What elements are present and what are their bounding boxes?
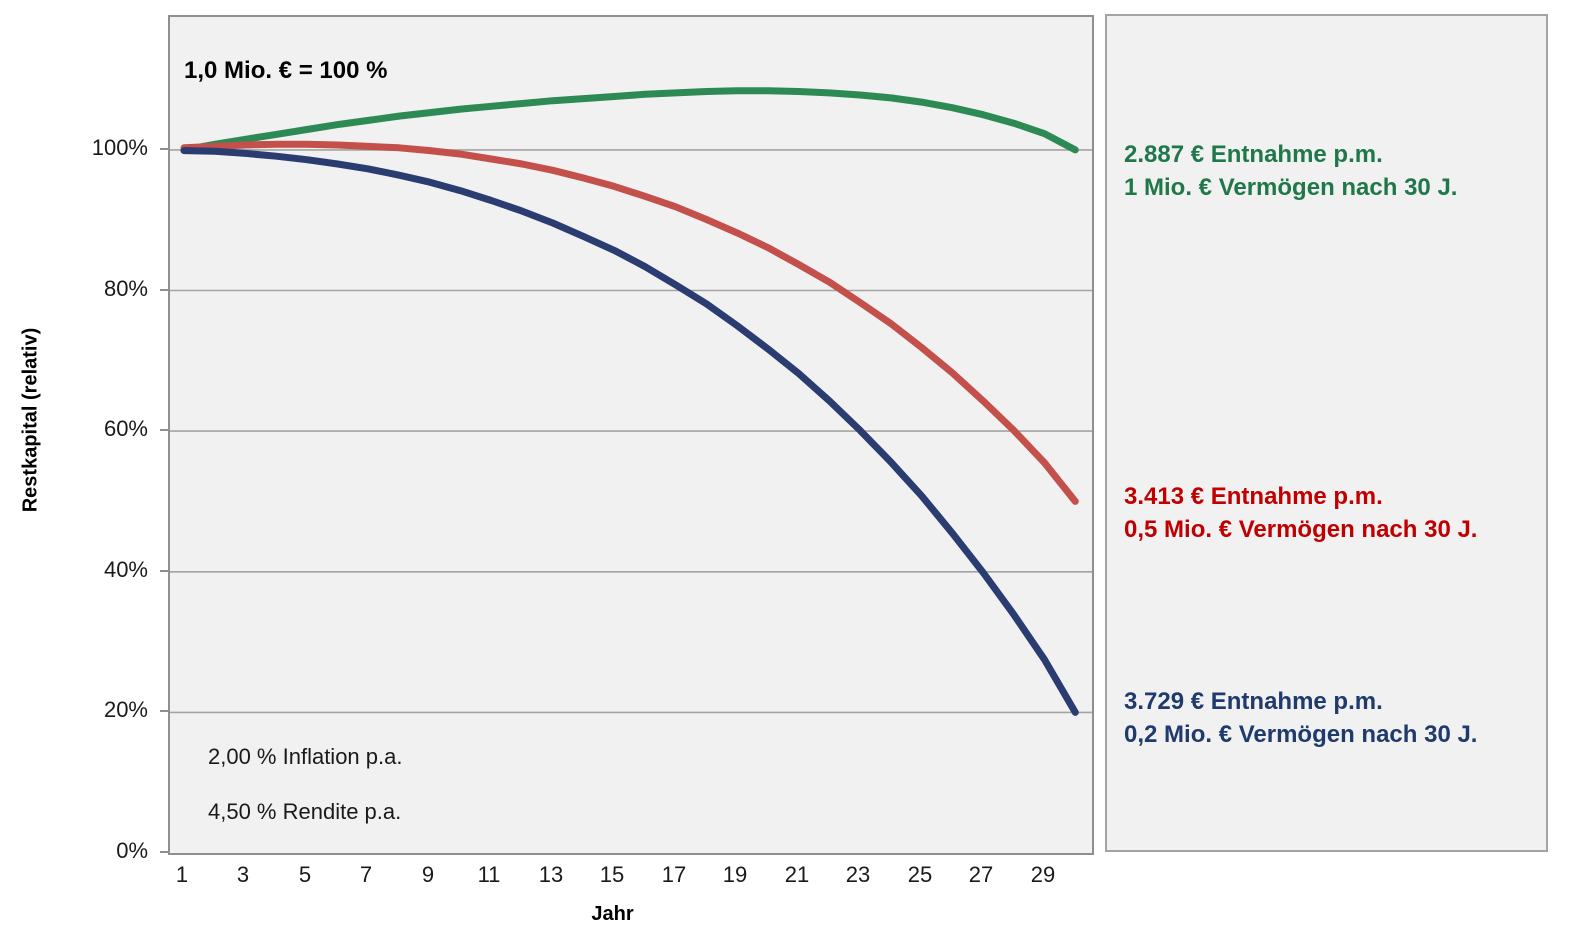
- x-tick-label: 17: [661, 862, 687, 887]
- x-tick-label: 5: [298, 862, 312, 887]
- inflation-annotation: 2,00 % Inflation p.a.: [208, 744, 403, 769]
- legend-line-final-wealth: 0,5 Mio. € Vermögen nach 30 J.: [1124, 516, 1478, 543]
- legend-panel: 2.887 € Entnahme p.m. 1 Mio. € Vermögen …: [1105, 14, 1548, 852]
- curve-blue: [180, 147, 1079, 716]
- y-tick-label: 100%: [91, 134, 148, 160]
- legend-line-withdrawal: 2.887 € Entnahme p.m.: [1124, 141, 1383, 168]
- x-tick-label: 19: [722, 862, 748, 887]
- y-tick-mark: [160, 710, 168, 712]
- curve-green: [180, 87, 1079, 154]
- plot-area: 1,0 Mio. € = 100 % 2,00 % Inflation p.a.…: [168, 15, 1094, 855]
- x-tick-label: 27: [968, 862, 994, 887]
- x-tick-label: 29: [1030, 862, 1056, 887]
- rendite-annotation: 4,50 % Rendite p.a.: [208, 799, 402, 824]
- legend-line-final-wealth: 1 Mio. € Vermögen nach 30 J.: [1124, 174, 1458, 201]
- x-axis-title: Jahr: [591, 903, 634, 925]
- x-tick-label: 13: [538, 862, 564, 887]
- x-tick-label: 25: [907, 862, 933, 887]
- x-tick-label: 23: [845, 862, 871, 887]
- legend-entry-green: 2.887 € Entnahme p.m. 1 Mio. € Vermögen …: [1124, 138, 1457, 204]
- curve-red: [180, 140, 1079, 505]
- y-tick-mark: [160, 851, 168, 853]
- x-tick-label: 9: [421, 862, 435, 887]
- legend-entry-red: 3.413 € Entnahme p.m. 0,5 Mio. € Vermöge…: [1124, 480, 1477, 546]
- x-tick-label: 3: [236, 862, 250, 887]
- y-tick-mark: [160, 429, 168, 431]
- y-tick-label: 0%: [116, 838, 148, 863]
- legend-entry-blue: 3.729 € Entnahme p.m. 0,2 Mio. € Vermöge…: [1124, 685, 1477, 751]
- chart-canvas: [170, 87, 1092, 716]
- y-tick-label: 80%: [103, 275, 148, 301]
- x-tick-label: 15: [599, 862, 625, 887]
- x-tick-label: 11: [477, 862, 501, 887]
- x-tick-label: 21: [784, 862, 810, 887]
- y-tick-label: 40%: [103, 556, 148, 582]
- legend-line-final-wealth: 0,2 Mio. € Vermögen nach 30 J.: [1124, 721, 1478, 748]
- chart-title-annotation: 1,0 Mio. € = 100 %: [184, 57, 388, 84]
- legend-line-withdrawal: 3.729 € Entnahme p.m.: [1124, 688, 1383, 715]
- x-tick-label: 7: [359, 862, 373, 887]
- y-tick-mark: [160, 289, 168, 291]
- x-tick-label: 1: [175, 862, 189, 887]
- legend-line-withdrawal: 3.413 € Entnahme p.m.: [1124, 483, 1383, 510]
- y-tick-mark: [160, 570, 168, 572]
- y-tick-label: 60%: [103, 416, 148, 442]
- y-tick-label: 20%: [103, 697, 148, 723]
- y-axis-title: Restkapital (relativ): [19, 327, 42, 513]
- y-tick-mark: [160, 148, 168, 150]
